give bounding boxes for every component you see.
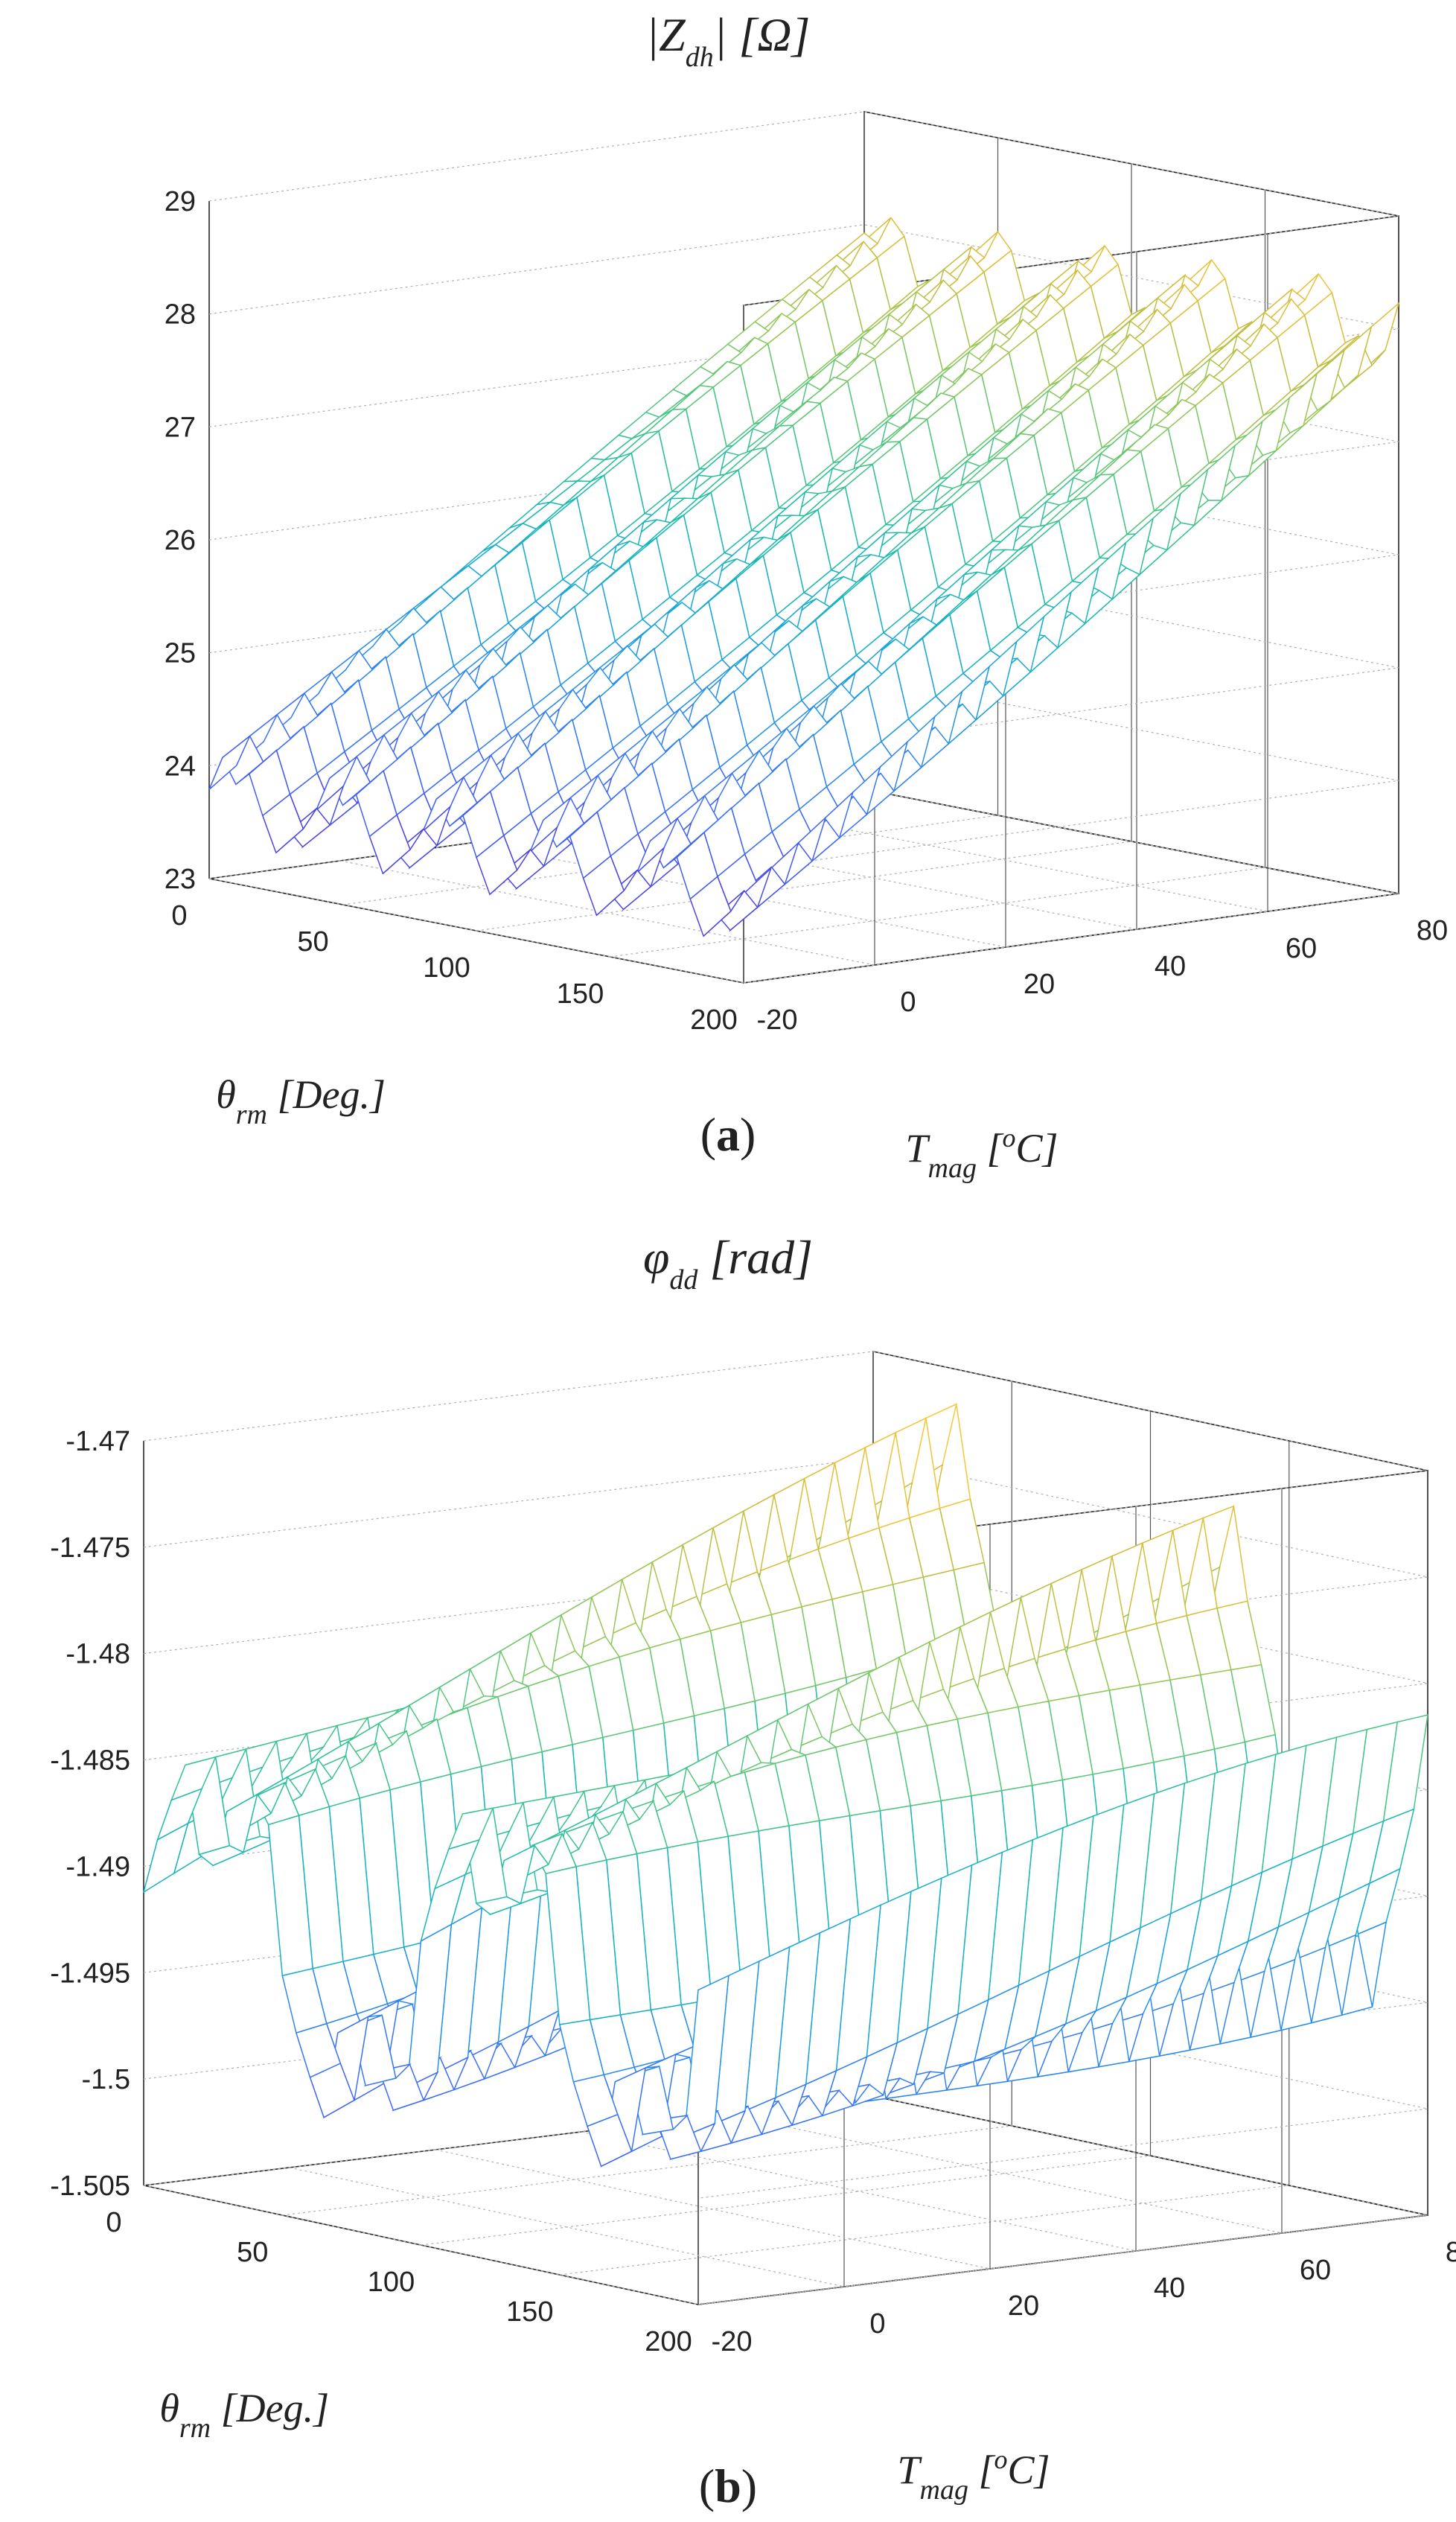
x-tick-label: 100 xyxy=(423,952,470,984)
x-tick-label: 0 xyxy=(106,2207,121,2238)
plot-title: φdd [rad] xyxy=(643,1231,813,1296)
panel-b: -1.505 -1.5 -1.495 -1.49 -1.485 -1.48 -1.475 -1… xyxy=(50,1231,1456,2512)
grid-line-z xyxy=(208,563,1399,758)
z-tick-label: -1.495 xyxy=(50,1958,130,1989)
grid-line-x xyxy=(476,841,1132,932)
panel-a: 23 24 25 26 27 28 29 0 50 100 150 200 -20 0 20 40 60 80 θr… xyxy=(165,8,1448,1184)
z-tick-label: -1.505 xyxy=(50,2171,130,2202)
grid-line-x xyxy=(421,2155,1151,2246)
grid-line-x xyxy=(610,867,1265,958)
z-tick-label: -1.475 xyxy=(50,1532,130,1564)
z-tick-label: -1.485 xyxy=(50,1745,130,1777)
y-tick-label: 0 xyxy=(900,987,916,1018)
grid-line-x xyxy=(559,2185,1289,2276)
z-tick-label: 26 xyxy=(165,525,196,556)
y-tick-label: 20 xyxy=(1008,2290,1039,2322)
surface-cell xyxy=(142,1822,189,1894)
grid-line-z xyxy=(208,675,1399,870)
z-tick-label: -1.5 xyxy=(82,2064,130,2095)
x-axis-title: θrm [Deg.] xyxy=(159,2386,329,2444)
x-tick-label: 200 xyxy=(645,2326,692,2357)
surface-cell xyxy=(208,735,251,790)
grid-line-y xyxy=(208,878,744,984)
grid-line-y xyxy=(727,2113,1283,2234)
y-tick-label: -20 xyxy=(712,2326,753,2357)
z-tick-label: 28 xyxy=(165,299,196,331)
grid-line-z xyxy=(208,224,1399,419)
x-tick-label: 0 xyxy=(171,900,187,932)
grid-line-z xyxy=(143,1351,1428,1561)
grid-line-z xyxy=(208,789,1399,984)
y-tick-label: 40 xyxy=(1155,951,1186,982)
y-tick-label: 60 xyxy=(1300,2255,1331,2286)
panel-label: (b) xyxy=(699,2459,757,2512)
x-axis-title: θrm [Deg.] xyxy=(216,1072,386,1130)
y-axis-title: Tmag [oC] xyxy=(905,1123,1058,1184)
y-tick-label: 20 xyxy=(1024,969,1055,1000)
grid-line-y xyxy=(339,860,875,966)
grid-line-x xyxy=(342,815,998,905)
x-tick-label: 50 xyxy=(237,2237,268,2268)
z-tick-label: -1.48 xyxy=(66,1639,130,1670)
y-tick-label: 40 xyxy=(1154,2273,1185,2304)
tick-labels: 23 24 25 26 27 28 29 0 50 100 150 200 -20 0 20 40 60 80 xyxy=(165,186,1448,1036)
x-tick-label: 150 xyxy=(557,978,604,1010)
tick-labels: -1.505 -1.5 -1.495 -1.49 -1.485 -1.48 -1.475 -1… xyxy=(50,1426,1456,2357)
y-tick-label: -20 xyxy=(757,1004,798,1036)
z-tick-label: 25 xyxy=(165,638,196,669)
surface-mesh xyxy=(208,217,1400,937)
z-tick-label: 23 xyxy=(165,864,196,895)
y-tick-label: 60 xyxy=(1286,933,1317,964)
z-tick-label: -1.49 xyxy=(66,1851,130,1882)
panel-label: (a) xyxy=(700,1108,756,1161)
y-tick-label: 0 xyxy=(869,2308,885,2340)
grid-line-z xyxy=(143,2095,1428,2305)
grid-line-y xyxy=(581,2131,1137,2252)
x-tick-label: 50 xyxy=(297,926,328,958)
y-tick-label: 80 xyxy=(1417,915,1448,946)
surface-mesh xyxy=(142,1403,1428,2168)
grid-line-z xyxy=(208,111,1399,306)
z-tick-label: -1.47 xyxy=(66,1426,130,1457)
grid-line-y xyxy=(143,2185,699,2305)
x-tick-label: 100 xyxy=(368,2267,415,2298)
z-tick-label: 29 xyxy=(165,186,196,217)
y-tick-label: 80 xyxy=(1446,2237,1456,2268)
x-tick-label: 200 xyxy=(690,1004,737,1036)
z-tick-label: 27 xyxy=(165,412,196,443)
plot-title: |Zdh| [Ω] xyxy=(646,8,811,73)
grid-line-z xyxy=(143,1989,1428,2199)
z-tick-label: 24 xyxy=(165,751,196,782)
y-axis-title: Tmag [oC] xyxy=(897,2445,1050,2506)
grid-line-y xyxy=(289,2167,845,2287)
grid-line-y xyxy=(435,2149,991,2270)
x-tick-label: 150 xyxy=(506,2296,553,2328)
